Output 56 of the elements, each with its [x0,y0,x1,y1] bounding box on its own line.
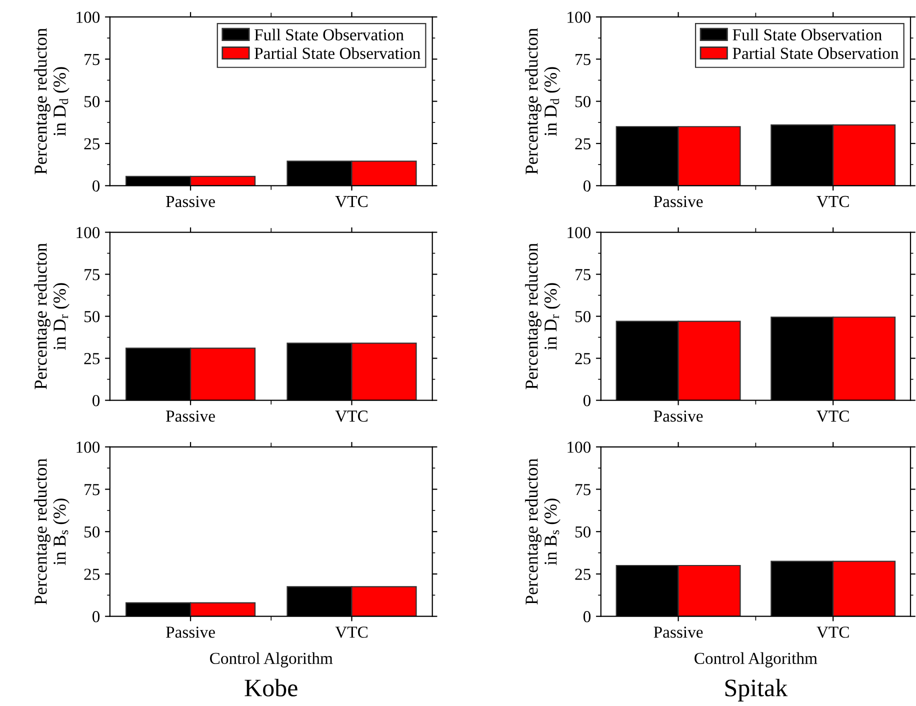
y-tick-label: 75 [576,54,591,66]
y-tick-label: 25 [84,568,100,580]
x-tick-label: Passive [654,410,703,422]
x-tick-label: VTC [335,196,368,208]
y-tick-label: 75 [84,54,100,66]
x-tick-label: VTC [816,626,849,638]
x-tick-label: VTC [816,196,849,208]
y-tick-label: 0 [583,180,591,192]
x-tick-label: Passive [166,410,215,422]
y-tick-label: 25 [84,353,100,364]
y-tick-label: 0 [92,395,100,406]
y-tick-label: 25 [575,568,591,580]
y-tick-label: 25 [84,138,100,150]
text: Kobe [244,678,298,696]
y-tick-label: 50 [84,310,100,322]
y-tick-label: 75 [576,269,591,280]
y-tick-label: 0 [92,611,100,622]
y-axis-title: Percentage reducton in B$_{s}$ (%) [34,458,70,605]
y-tick-label: 25 [575,353,591,364]
legend-label: Partial State Observation [254,47,420,59]
x-tick-label: VTC [335,626,368,638]
y-tick-label: 75 [576,484,591,496]
y-axis-title: Percentage reducton in D$_{r}$ (%) [525,243,560,390]
y-tick-label: 100 [568,226,591,238]
y-tick-label: 100 [76,442,100,453]
y-tick-label: 50 [575,96,591,108]
x-tick-label: Passive [654,626,703,638]
x-tick-label: VTC [816,410,849,422]
legend-label: Partial State Observation [732,47,899,59]
x-tick-label: Passive [654,196,703,208]
y-tick-label: 100 [568,12,591,23]
y-tick-label: 0 [583,395,591,406]
y-tick-label: 100 [76,226,100,238]
y-tick-label: 50 [84,96,100,108]
y-tick-label: 75 [84,269,100,280]
y-tick-label: 75 [84,484,100,496]
legend-label: Full State Observation [732,28,882,40]
y-tick-label: 100 [76,12,100,23]
y-tick-label: 0 [583,611,591,622]
y-tick-label: 50 [84,526,100,538]
y-tick-label: 50 [575,526,591,538]
y-tick-label: 100 [568,442,591,453]
y-tick-label: 25 [575,138,591,150]
legend-label: Full State Observation [254,28,404,40]
x-tick-label: Passive [166,626,215,638]
text: Spitak [725,678,788,702]
y-tick-label: 0 [92,180,100,192]
x-tick-label: VTC [335,410,368,422]
x-tick-label: Passive [166,196,215,208]
y-tick-label: 50 [575,310,591,322]
x-axis-title: Control Algorithm [694,652,818,668]
y-axis-title: Percentage reducton in B$_{s}$ (%) [525,458,560,605]
y-axis-title: Percentage reducton in D$_{d}$ (%) [34,28,70,174]
y-axis-title: Percentage reducton in D$_{r}$ (%) [34,243,70,390]
x-axis-title: Control Algorithm [210,652,333,668]
y-axis-title: Percentage reducton in D$_{d}$ (%) [525,28,560,174]
